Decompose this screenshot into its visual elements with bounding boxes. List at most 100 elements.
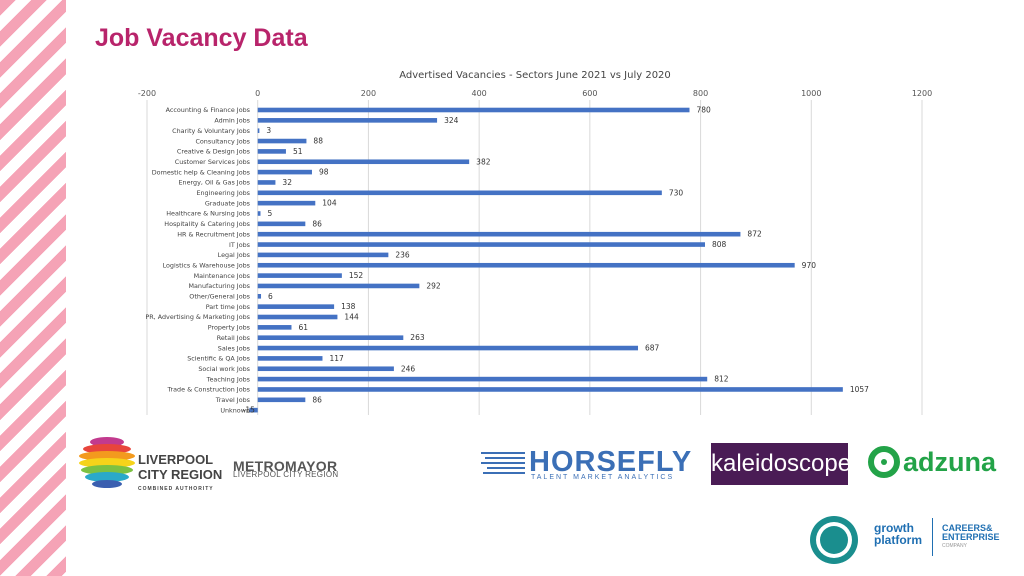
bar: [257, 211, 261, 216]
data-label: 98: [319, 168, 329, 177]
x-tick-label: 200: [361, 89, 376, 98]
category-label: Travel Jobs: [215, 396, 251, 404]
category-label: Customer Services Jobs: [175, 158, 251, 166]
bar: [257, 397, 306, 403]
bar: [257, 366, 394, 372]
category-label: Maintenance Jobs: [194, 272, 251, 280]
x-tick-label: 400: [472, 89, 487, 98]
data-label: 324: [444, 116, 459, 125]
category-label: Legal Jobs: [218, 251, 251, 259]
lcr-rainbow-logo: [79, 437, 135, 488]
data-label: 6: [268, 292, 273, 301]
x-tick-label: -200: [138, 89, 156, 98]
bar: [257, 180, 276, 185]
bar: [257, 107, 690, 113]
data-label: -15: [243, 406, 255, 415]
data-label: 263: [410, 333, 425, 342]
data-label: 687: [645, 344, 660, 353]
category-label: Retail Jobs: [217, 334, 251, 342]
logo-divider: [932, 518, 933, 556]
category-label: Manufacturing Jobs: [189, 282, 251, 290]
bar: [257, 376, 708, 382]
bar: [257, 242, 705, 247]
category-label: Creative & Design Jobs: [177, 148, 251, 156]
growth-platform-logo: growth platform: [874, 522, 922, 546]
category-label: Engineering Jobs: [196, 189, 250, 197]
bar: [257, 262, 795, 268]
category-label: Admin Jobs: [214, 117, 250, 125]
data-label: 88: [313, 137, 323, 146]
data-label: 144: [344, 313, 359, 322]
careers-enterprise-line1: CAREERS&: [942, 523, 993, 533]
category-label: Other/General Jobs: [189, 293, 250, 301]
bar: [257, 387, 843, 392]
data-label: 236: [395, 250, 410, 259]
lcr-line1: LIVERPOOL: [138, 452, 214, 467]
bar: [257, 128, 260, 133]
horsefly-title: HORSEFLY: [529, 446, 693, 478]
bar: [257, 314, 338, 320]
data-label: 51: [293, 147, 303, 156]
data-label: 730: [669, 188, 684, 197]
category-label: Domestic help & Cleaning Jobs: [152, 168, 251, 176]
bar: [257, 252, 389, 258]
horsefly-icon: [481, 452, 525, 474]
data-label: 812: [714, 375, 729, 384]
careers-enterprise-logo: CAREERS& ENTERPRISE COMPANY: [942, 524, 1000, 551]
data-label: 382: [476, 157, 491, 166]
category-label: Teaching Jobs: [206, 375, 251, 383]
kaleidoscope-logo: kaleidoscope: [711, 443, 851, 485]
careers-enterprise-line3: COMPANY: [942, 543, 967, 549]
bar: [257, 283, 420, 289]
x-tick-label: 800: [693, 89, 708, 98]
data-label: 86: [312, 219, 322, 228]
data-label: 32: [282, 178, 292, 187]
decorative-stripes: [0, 0, 66, 576]
horsefly-subtitle: TALENT MARKET ANALYTICS: [531, 474, 675, 481]
data-label: 5: [267, 209, 272, 218]
lcr-line3: COMBINED AUTHORITY: [138, 486, 214, 492]
bar: [257, 169, 312, 175]
bar: [257, 335, 404, 340]
data-label: 780: [697, 106, 712, 115]
data-label: 138: [341, 302, 356, 311]
lcr-line2: CITY REGION: [138, 467, 223, 482]
category-label: Part time Jobs: [206, 303, 251, 311]
data-label: 1057: [850, 385, 869, 394]
category-label: Property Jobs: [208, 324, 251, 332]
bar: [257, 221, 306, 227]
category-label: IT Jobs: [229, 241, 251, 249]
data-label: 872: [747, 230, 762, 239]
data-label: 117: [329, 354, 344, 363]
category-label: Social work Jobs: [198, 365, 250, 373]
category-label: Sales Jobs: [218, 344, 251, 352]
category-label: Trade & Construction Jobs: [167, 386, 251, 394]
metro-mayor-title: METROMAYOR: [233, 458, 338, 474]
bar: [257, 190, 662, 196]
bar: [257, 273, 342, 278]
data-label: 61: [298, 323, 308, 332]
category-label: Accounting & Finance Jobs: [166, 106, 251, 114]
x-tick-label: 600: [582, 89, 597, 98]
bar: [257, 325, 292, 330]
adzuna-logo-text: adzuna: [903, 447, 997, 477]
bar: [249, 407, 258, 413]
data-label: 152: [349, 271, 364, 280]
circular-badge-logo: [810, 516, 858, 564]
bar: [257, 304, 335, 309]
data-label: 970: [802, 261, 817, 270]
category-label: PR, Advertising & Marketing Jobs: [145, 313, 250, 321]
data-label: 246: [401, 364, 416, 373]
category-label: Graduate Jobs: [205, 199, 251, 207]
page-title: Job Vacancy Data: [95, 24, 308, 52]
bar: [257, 200, 316, 206]
bar: [257, 345, 639, 351]
data-label: 86: [312, 395, 322, 404]
growth-platform-line2: platform: [874, 533, 922, 547]
x-tick-label: 1200: [912, 89, 932, 98]
data-label: 104: [322, 199, 337, 208]
category-label: Hospitality & Catering Jobs: [164, 220, 250, 228]
lcr-logo-text: LIVERPOOL CITY REGION COMBINED AUTHORITY: [138, 452, 222, 497]
bar: [257, 294, 262, 299]
